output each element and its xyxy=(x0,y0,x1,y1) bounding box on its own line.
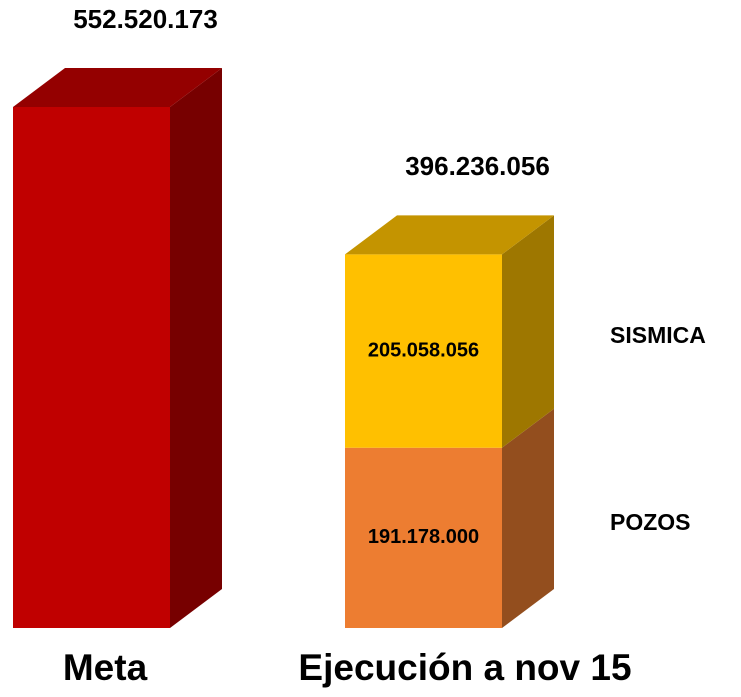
bar-top xyxy=(345,215,554,255)
bar-side xyxy=(502,408,554,628)
bar-front xyxy=(345,254,502,448)
total-label: 552.520.173 xyxy=(73,4,218,34)
segment-label: 191.178.000 xyxy=(368,526,479,548)
bar-side xyxy=(502,215,554,448)
x-tick-label: Meta xyxy=(63,647,148,688)
bar-top xyxy=(13,68,222,107)
segment-label: 205.058.056 xyxy=(368,339,479,361)
total-label: 396.236.056 xyxy=(405,151,550,181)
series-name: SISMICA xyxy=(610,322,706,348)
bar-front xyxy=(13,107,170,628)
bar-front xyxy=(345,447,502,628)
bar-side xyxy=(170,68,222,628)
x-tick-label: Ejecución a nov 15 xyxy=(298,647,631,688)
series-name: POZOS xyxy=(610,509,691,535)
